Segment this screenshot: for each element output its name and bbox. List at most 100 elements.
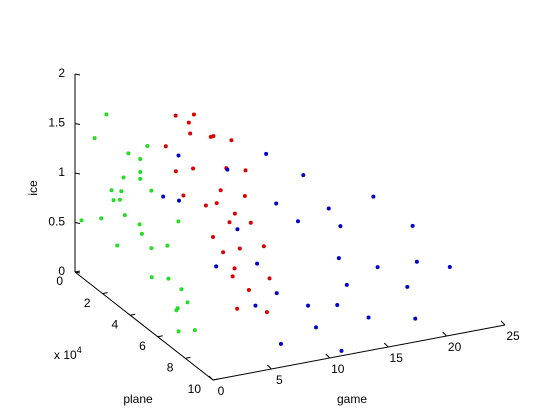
x-tick-label: 0 — [218, 384, 225, 398]
z-tick-label: 0.5 — [48, 215, 65, 229]
point — [177, 198, 182, 203]
z-tick-label: 0 — [58, 264, 65, 278]
y-tick-label: 4 — [112, 317, 119, 331]
point — [261, 244, 266, 249]
point — [79, 218, 84, 223]
point — [214, 264, 219, 269]
point — [92, 136, 97, 141]
point — [126, 151, 131, 156]
point — [232, 211, 237, 216]
point — [405, 284, 410, 289]
x-tick-label: 25 — [506, 329, 520, 343]
point — [344, 282, 349, 287]
point — [191, 112, 196, 117]
y-axis-label: plane — [123, 392, 153, 406]
y-tick — [157, 335, 163, 338]
z-tick — [74, 73, 81, 76]
point — [214, 201, 219, 206]
x-tick — [500, 320, 506, 326]
point — [137, 222, 142, 227]
point — [166, 276, 171, 281]
point — [138, 156, 143, 161]
point — [338, 224, 343, 229]
point — [176, 219, 181, 224]
point — [314, 325, 318, 330]
z-tick-label: 1.5 — [48, 116, 65, 130]
point — [375, 265, 380, 270]
y-tick — [74, 270, 81, 273]
point — [186, 120, 191, 125]
y-tick-label: 6 — [139, 339, 146, 353]
y-tick-label: 0 — [56, 274, 63, 288]
point — [447, 264, 452, 269]
point — [232, 266, 237, 271]
point — [211, 133, 216, 138]
point — [179, 287, 184, 292]
point — [235, 227, 240, 232]
y-tick — [102, 292, 108, 295]
z-tick — [74, 123, 81, 125]
x-tick — [383, 342, 389, 348]
point — [221, 250, 226, 255]
point — [149, 275, 154, 280]
z-tick-label: 1 — [58, 165, 65, 179]
point — [295, 219, 300, 224]
point — [243, 168, 248, 173]
point — [161, 194, 166, 199]
point — [229, 138, 234, 143]
point — [267, 276, 272, 281]
point — [175, 306, 180, 311]
point — [248, 220, 253, 225]
point — [410, 223, 415, 228]
point — [191, 166, 196, 171]
y-tick — [130, 313, 136, 316]
point — [366, 315, 371, 320]
z-axis-label: ice — [26, 180, 40, 196]
y-scale-label: x 104 — [54, 345, 82, 362]
point — [301, 173, 306, 178]
point — [242, 194, 247, 199]
x-tick — [267, 364, 272, 370]
point — [109, 188, 114, 193]
point — [414, 259, 419, 264]
point — [264, 310, 269, 315]
y-scale-exponent: 4 — [77, 345, 82, 355]
x-tick — [442, 331, 447, 337]
x-tick-label: 5 — [276, 373, 283, 387]
z-tick — [74, 222, 81, 224]
y-scale-base: x 10 — [54, 348, 77, 362]
point — [122, 213, 127, 218]
point — [99, 216, 104, 221]
point — [326, 206, 331, 211]
point — [264, 151, 269, 156]
point — [218, 188, 223, 193]
point — [230, 274, 235, 279]
point — [253, 303, 258, 308]
point — [173, 113, 178, 118]
point — [203, 203, 208, 208]
point — [185, 300, 190, 305]
y-tick — [185, 356, 191, 359]
point — [173, 169, 178, 174]
point — [413, 316, 418, 321]
point — [149, 246, 154, 251]
point — [335, 303, 340, 308]
point — [336, 256, 341, 261]
x-tick — [325, 353, 331, 359]
point — [111, 198, 116, 203]
point — [274, 291, 279, 296]
point — [176, 329, 181, 334]
y-tick-label: 2 — [84, 296, 91, 310]
y-axis — [74, 271, 214, 381]
point — [181, 193, 186, 198]
point — [163, 144, 168, 149]
point — [176, 153, 181, 158]
point — [227, 220, 232, 225]
point — [278, 341, 283, 346]
point — [274, 201, 279, 206]
point — [188, 131, 193, 136]
point — [246, 287, 251, 292]
point — [138, 176, 143, 181]
point — [235, 306, 240, 311]
